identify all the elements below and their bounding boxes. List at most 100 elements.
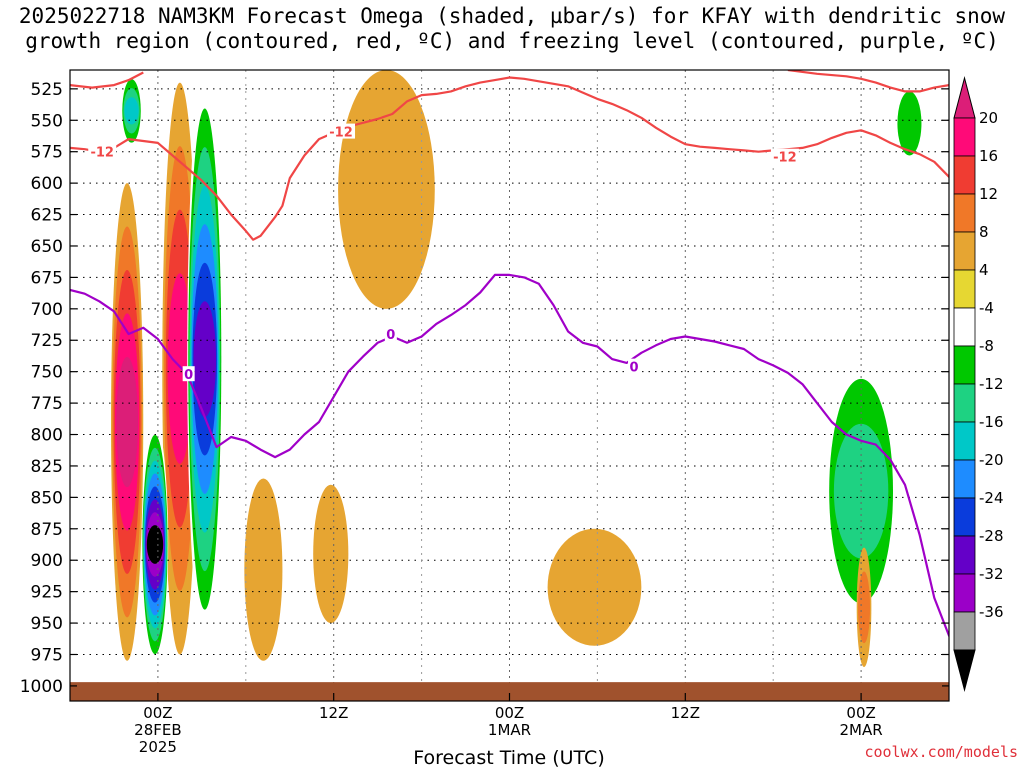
colorbar-swatch-4 [953, 269, 976, 309]
colorbar-swatch-8 [953, 421, 976, 461]
colorbar-swatch-3 [953, 231, 976, 271]
contour-main [70, 76, 949, 241]
colorbar-label-12: -32 [979, 565, 1004, 583]
y-tick-label-950: 950 [31, 614, 63, 634]
colorbar-swatch-0 [953, 117, 976, 157]
contour-label-5: 0 [630, 361, 639, 376]
omega-blob-11-level-1 [858, 571, 871, 644]
grid-lines [70, 70, 949, 701]
y-tick-label-800: 800 [31, 426, 63, 446]
contour-label-bg-5 [628, 358, 641, 374]
colorbar-label-8: -16 [979, 413, 1004, 431]
x-tick-label-48-1: 2MAR [840, 721, 883, 739]
omega-blob-5-level-0 [338, 70, 435, 309]
credit-text: coolwx.com/models [864, 743, 1018, 761]
colorbar-label-1: 16 [979, 147, 998, 165]
y-tick-label-650: 650 [31, 237, 63, 257]
contour-label-bg-1 [327, 123, 356, 139]
colorbar-label-11: -28 [979, 527, 1004, 545]
y-tick-label-700: 700 [31, 300, 63, 320]
y-tick-label-725: 725 [31, 331, 63, 351]
y-tick-label-925: 925 [31, 583, 63, 603]
x-tick-label-36-0: 12Z [671, 704, 700, 722]
y-tick-label-525: 525 [31, 80, 63, 100]
y-tick-label-875: 875 [31, 520, 63, 540]
y-axis-ticks: 525 550 575 600 625 650 675 700 725 750 775 800 825 8… [20, 80, 949, 697]
colorbar-swatch-1 [953, 155, 976, 195]
terrain-ground [70, 682, 949, 701]
contour-labels: -12 -12 -12 0 0 0 [88, 123, 799, 383]
colorbar-label-4: 4 [979, 261, 989, 279]
colorbar-label-9: -20 [979, 451, 1004, 469]
colorbar-bottom-triangle [953, 649, 976, 692]
y-tick-label-850: 850 [31, 488, 63, 508]
title-line-1: 2025022718 NAM3KM Forecast Omega (shaded… [18, 4, 1006, 28]
x-tick-label-0-0: 00Z [143, 704, 172, 722]
chart-title: 2025022718 NAM3KM Forecast Omega (shaded… [0, 4, 1024, 54]
x-tick-label-12-0: 12Z [319, 704, 348, 722]
contour-label-bg-0 [88, 143, 117, 159]
contour-label-bg-4 [384, 325, 397, 341]
x-tick-label-24-1: 1MAR [488, 721, 531, 739]
omega-blob-1-level-3 [167, 273, 193, 464]
colorbar-swatch-10 [953, 497, 976, 537]
y-tick-label-975: 975 [31, 645, 63, 665]
x-tick-label-24-0: 00Z [495, 704, 524, 722]
colorbar-label-6: -8 [979, 337, 994, 355]
x-tick-label-0-2: 2025 [139, 738, 177, 756]
y-tick-label-600: 600 [31, 174, 63, 194]
colorbar-swatch-9 [953, 459, 976, 499]
colorbar-label-5: -4 [979, 299, 994, 317]
y-tick-label-675: 675 [31, 268, 63, 288]
y-tick-label-625: 625 [31, 206, 63, 226]
colorbar-swatch-11 [953, 535, 976, 575]
omega-blob-3-level-3 [124, 97, 139, 125]
contour-label-bg-2 [770, 148, 799, 164]
omega-blob-6-level-0 [244, 478, 283, 661]
contour-upper [70, 71, 144, 89]
y-tick-label-825: 825 [31, 457, 63, 477]
contour-label-1: -12 [329, 126, 353, 141]
colorbar-label-10: -24 [979, 489, 1004, 507]
y-tick-label-1000: 1000 [20, 677, 63, 697]
colorbar-label-3: 8 [979, 223, 989, 241]
colorbar-swatch-5 [953, 307, 976, 347]
contour-label-2: -12 [773, 151, 797, 166]
y-tick-label-900: 900 [31, 551, 63, 571]
contour-lines [70, 70, 949, 638]
colorbar-swatch-13 [953, 611, 976, 651]
omega-blob-7-level-0 [313, 484, 349, 624]
colorbar-swatch-12 [953, 573, 976, 613]
colorbar-top-triangle [953, 76, 976, 119]
terrain-strip [70, 682, 949, 701]
contour-east [787, 70, 949, 93]
title-line-2: growth region (contoured, red, ºC) and f… [25, 29, 999, 53]
contour-label-0: -12 [90, 146, 114, 161]
omega-shading [111, 70, 925, 668]
y-tick-label-775: 775 [31, 394, 63, 414]
colorbar-label-2: 12 [979, 185, 998, 203]
omega-blob-0-level-4 [116, 356, 138, 488]
contour-label-bg-3 [182, 366, 195, 382]
colorbar-label-7: -12 [979, 375, 1004, 393]
contour-label-3: 0 [184, 368, 193, 383]
omega-blob-2-level-8 [146, 525, 164, 564]
colorbar-swatch-7 [953, 383, 976, 423]
colorbar-swatch-6 [953, 345, 976, 385]
colorbar-label-0: 20 [979, 109, 998, 127]
omega-blob-4-level-6 [193, 301, 217, 417]
colorbar: 20 16 12 8 4 -4 -8 -12 -16 -20 -24 -28 -32 -36 [953, 76, 1004, 692]
y-tick-label-550: 550 [31, 111, 63, 131]
omega-blob-10-level-1 [897, 91, 922, 156]
x-tick-label-0-1: 28FEB [134, 721, 181, 739]
y-tick-label-575: 575 [31, 143, 63, 163]
contour-label-4: 0 [386, 328, 395, 343]
x-axis-label: Forecast Time (UTC) [413, 747, 604, 768]
omega-blob-8-level-0 [547, 528, 642, 646]
colorbar-swatch-2 [953, 193, 976, 233]
x-tick-label-48-0: 00Z [846, 704, 875, 722]
colorbar-label-13: -36 [979, 603, 1004, 621]
contour-freezing [70, 273, 949, 638]
